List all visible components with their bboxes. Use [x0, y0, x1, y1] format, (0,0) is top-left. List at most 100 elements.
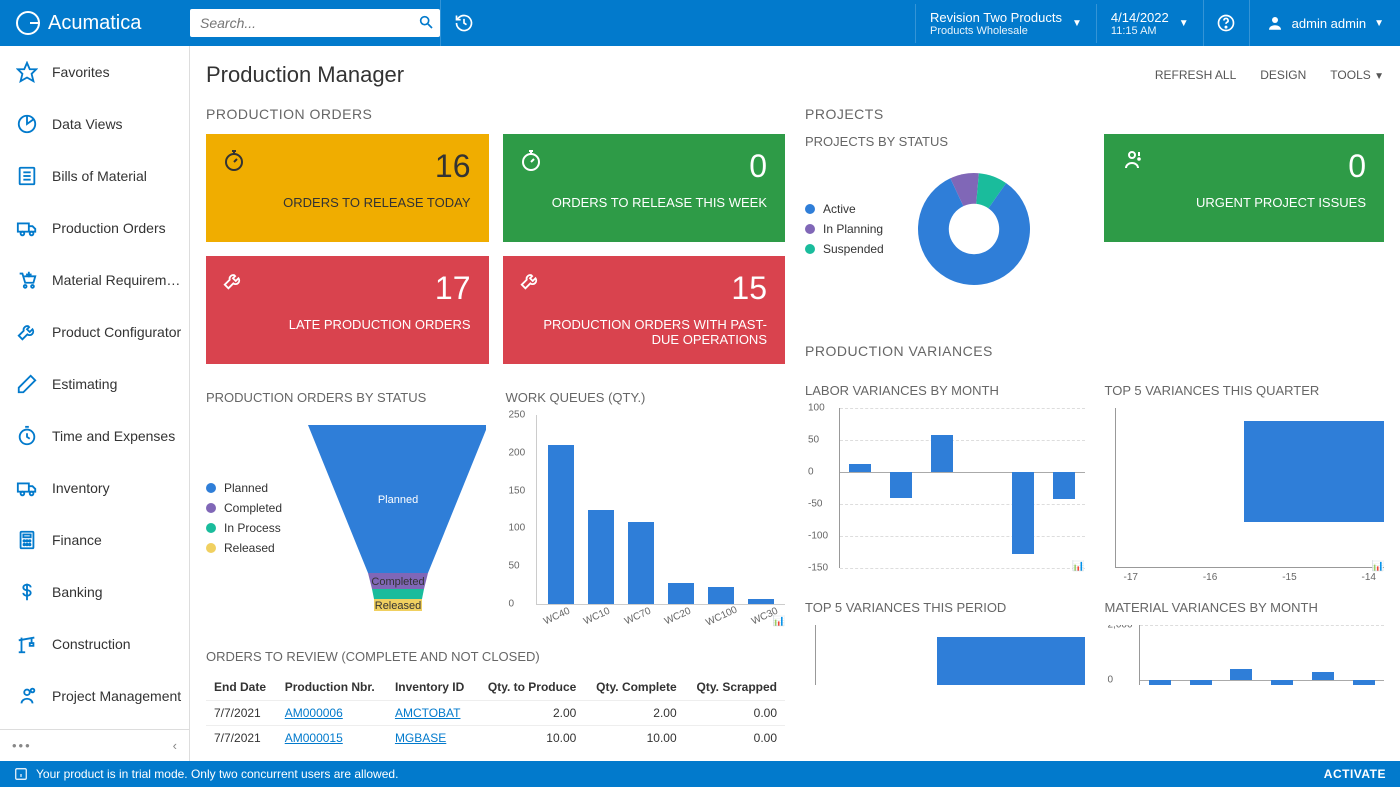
- chevron-down-icon: ▼: [1072, 18, 1082, 29]
- time-text: 11:15 AM: [1111, 25, 1169, 37]
- sidebar-item-label: Bills of Material: [52, 168, 147, 184]
- main-content: Production Manager REFRESH ALL DESIGN TO…: [190, 46, 1400, 761]
- top5-quarter-chart[interactable]: -17-16-15-14 📊: [1105, 408, 1385, 568]
- table-header: Qty. Complete: [584, 674, 684, 701]
- chevron-down-icon: ▼: [1179, 18, 1189, 29]
- app-header: Acumatica Revision Two Products Products…: [0, 0, 1400, 46]
- work-queues-chart[interactable]: 050100150200250WC40WC10WC70WC20WC100WC30…: [506, 415, 786, 625]
- help-icon[interactable]: [1203, 0, 1249, 46]
- info-icon: [14, 767, 28, 781]
- tile-release-today[interactable]: 16 ORDERS TO RELEASE TODAY: [206, 134, 489, 242]
- tile-pastdue-ops[interactable]: 15 PRODUCTION ORDERS WITH PAST-DUE OPERA…: [503, 256, 786, 364]
- sidebar-item-label: Banking: [52, 584, 103, 600]
- material-variances-chart[interactable]: -2,00002,000: [1105, 625, 1385, 685]
- top5-period-title: TOP 5 VARIANCES THIS PERIOD: [805, 600, 1085, 615]
- sidebar-item-inventory[interactable]: Inventory: [0, 462, 189, 514]
- top5-period-chart[interactable]: [805, 625, 1085, 685]
- sidebar-item-estimating[interactable]: Estimating: [0, 358, 189, 410]
- table-row[interactable]: 7/7/2021AM000015MGBASE10.0010.000.00: [206, 726, 785, 751]
- history-icon[interactable]: [440, 0, 486, 46]
- sidebar-item-data-views[interactable]: Data Views: [0, 98, 189, 150]
- tools-button[interactable]: TOOLS ▼: [1330, 68, 1384, 82]
- projects-pie-chart[interactable]: ActiveIn PlanningSuspended: [805, 159, 1084, 299]
- sidebar-item-label: Construction: [52, 636, 131, 652]
- sidebar-item-finance[interactable]: Finance: [0, 514, 189, 566]
- sidebar-item-label: Data Views: [52, 116, 123, 132]
- labor-variances-chart[interactable]: -150-100-50050100 📊: [805, 408, 1085, 568]
- section-production-orders: PRODUCTION ORDERS: [206, 106, 785, 122]
- chart-title-orders-by-status: PRODUCTION ORDERS BY STATUS: [206, 390, 486, 405]
- orders-review-title: ORDERS TO REVIEW (COMPLETE AND NOT CLOSE…: [206, 649, 785, 664]
- brand-logo[interactable]: Acumatica: [0, 11, 190, 35]
- sidebar-item-construction[interactable]: Construction: [0, 618, 189, 670]
- sidebar-item-time-and-expenses[interactable]: Time and Expenses: [0, 410, 189, 462]
- sidebar-item-banking[interactable]: Banking: [0, 566, 189, 618]
- sidebar-footer: ••• ‹: [0, 729, 189, 761]
- cart-icon: [16, 269, 38, 291]
- search-input[interactable]: [190, 9, 440, 37]
- company-selector[interactable]: Revision Two Products Products Wholesale…: [915, 4, 1096, 43]
- sidebar-item-label: Inventory: [52, 480, 110, 496]
- search-icon[interactable]: [418, 14, 434, 30]
- tile-value: 15: [521, 270, 768, 307]
- page-actions: REFRESH ALL DESIGN TOOLS ▼: [1155, 68, 1384, 82]
- more-icon[interactable]: •••: [12, 738, 32, 753]
- labor-var-title: LABOR VARIANCES BY MONTH: [805, 383, 1085, 398]
- clock-icon: [16, 425, 38, 447]
- person-alert-icon: [1120, 148, 1144, 172]
- tile-late-orders[interactable]: 17 LATE PRODUCTION ORDERS: [206, 256, 489, 364]
- sidebar-item-production-orders[interactable]: Production Orders: [0, 202, 189, 254]
- sidebar-item-material-requirem-[interactable]: Material Requirem…: [0, 254, 189, 306]
- tile-value: 17: [224, 270, 471, 307]
- tile-label: ORDERS TO RELEASE THIS WEEK: [521, 195, 768, 210]
- inventory-link[interactable]: MGBASE: [395, 731, 446, 745]
- crane-icon: [16, 633, 38, 655]
- refresh-all-button[interactable]: REFRESH ALL: [1155, 68, 1236, 82]
- collapse-icon[interactable]: ‹: [173, 738, 177, 753]
- svg-text:Planned: Planned: [378, 494, 418, 506]
- sidebar-item-label: Favorites: [52, 64, 110, 80]
- section-projects: PROJECTS: [805, 106, 1384, 122]
- table-header: End Date: [206, 674, 277, 701]
- dollar-icon: [16, 581, 38, 603]
- design-button[interactable]: DESIGN: [1260, 68, 1306, 82]
- sidebar-item-label: Time and Expenses: [52, 428, 175, 444]
- chart-icon[interactable]: 📊: [773, 616, 785, 627]
- sidebar-item-product-configurator[interactable]: Product Configurator: [0, 306, 189, 358]
- tile-urgent-issues[interactable]: 0 URGENT PROJECT ISSUES: [1104, 134, 1384, 242]
- orders-review-table: End DateProduction Nbr.Inventory IDQty. …: [206, 674, 785, 750]
- brand-name: Acumatica: [48, 12, 141, 35]
- chart-title-work-queues: WORK QUEUES (QTY.): [506, 390, 786, 405]
- user-menu[interactable]: admin admin ▼: [1249, 0, 1400, 46]
- funnel-chart[interactable]: PlannedCompletedIn ProcessReleased Plann…: [206, 415, 486, 625]
- inventory-link[interactable]: AMCTOBAT: [395, 706, 461, 720]
- legend-item: Released: [206, 541, 282, 555]
- user-icon: [1266, 14, 1284, 32]
- truck-icon: [16, 477, 38, 499]
- legend-item: Completed: [206, 501, 282, 515]
- tile-value: 0: [1122, 148, 1366, 185]
- chart-icon[interactable]: 📊: [1072, 561, 1084, 572]
- legend-item: In Planning: [805, 222, 884, 236]
- tile-label: PRODUCTION ORDERS WITH PAST-DUE OPERATIO…: [521, 317, 768, 347]
- production-nbr-link[interactable]: AM000015: [285, 731, 343, 745]
- legend-item: In Process: [206, 521, 282, 535]
- business-date[interactable]: 4/14/2022 11:15 AM ▼: [1096, 4, 1203, 43]
- sidebar-item-project-management[interactable]: Project Management: [0, 670, 189, 722]
- tile-label: ORDERS TO RELEASE TODAY: [224, 195, 471, 210]
- chevron-down-icon: ▼: [1374, 18, 1384, 29]
- projects-by-status-title: PROJECTS BY STATUS: [805, 134, 1084, 149]
- sidebar: Favorites Data Views Bills of Material Prod…: [0, 46, 190, 761]
- chart-icon[interactable]: 📊: [1372, 561, 1384, 572]
- search-wrap: [190, 9, 440, 37]
- table-header: Inventory ID: [387, 674, 476, 701]
- production-nbr-link[interactable]: AM000006: [285, 706, 343, 720]
- sidebar-item-bills-of-material[interactable]: Bills of Material: [0, 150, 189, 202]
- sidebar-item-label: Estimating: [52, 376, 117, 392]
- sidebar-item-label: Material Requirem…: [52, 272, 180, 288]
- table-row[interactable]: 7/7/2021AM000006AMCTOBAT2.002.000.00: [206, 701, 785, 726]
- svg-text:Released: Released: [375, 600, 421, 612]
- sidebar-item-favorites[interactable]: Favorites: [0, 46, 189, 98]
- tile-release-week[interactable]: 0 ORDERS TO RELEASE THIS WEEK: [503, 134, 786, 242]
- activate-button[interactable]: ACTIVATE: [1324, 767, 1386, 781]
